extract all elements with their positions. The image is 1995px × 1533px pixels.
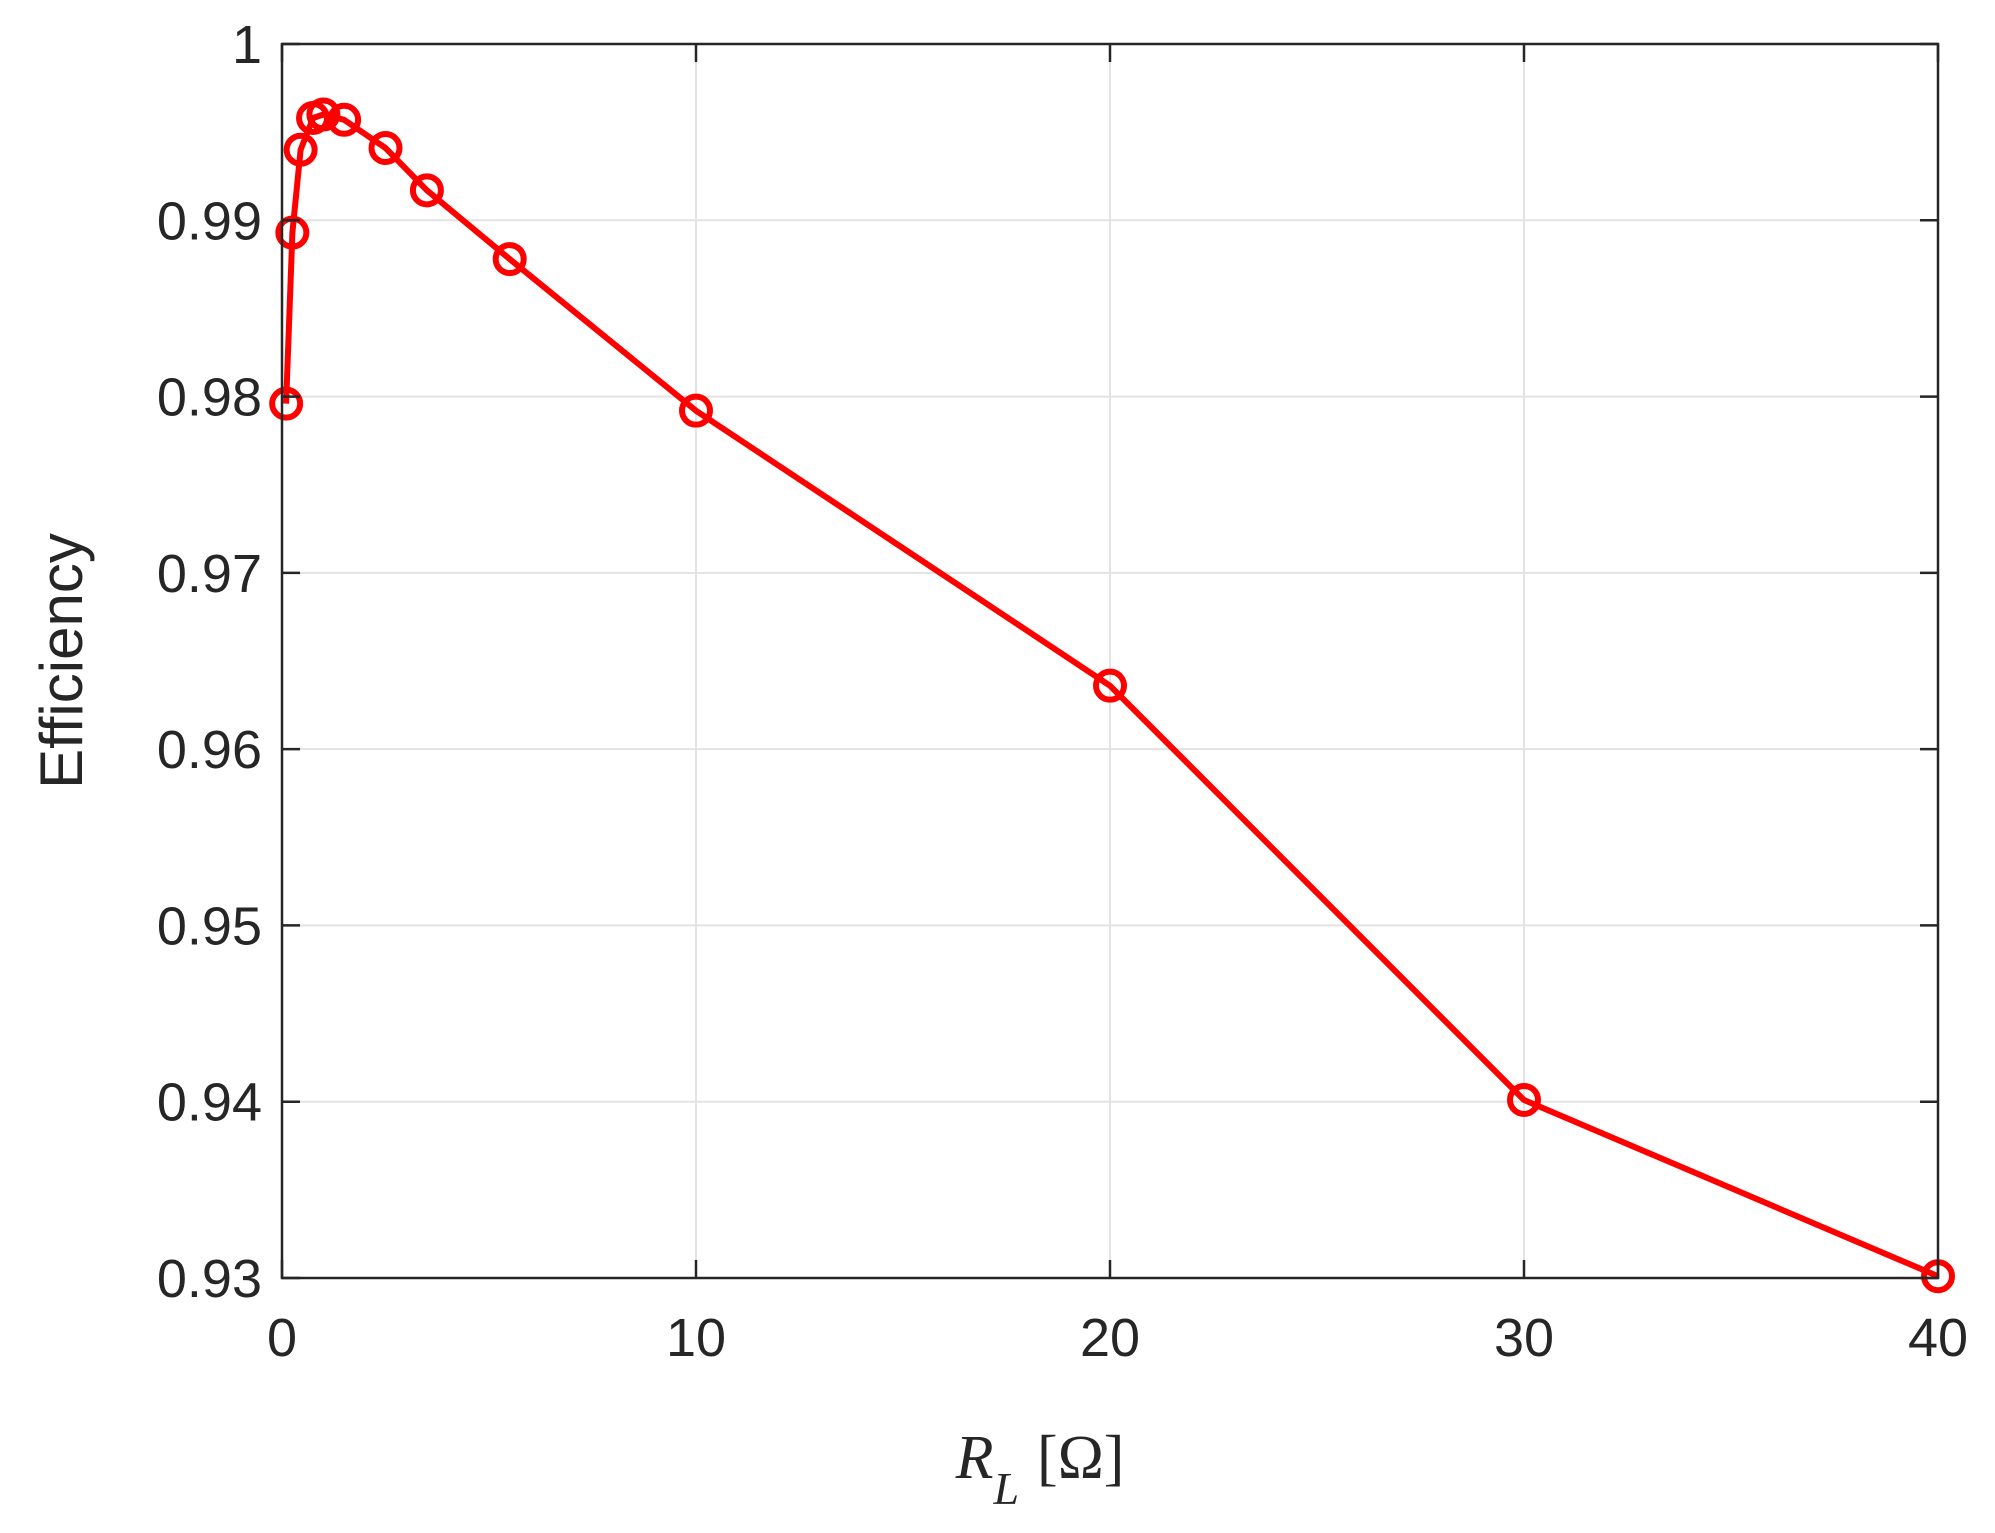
y-axis-label: Efficiency <box>28 533 95 789</box>
y-tick-label: 0.95 <box>157 896 262 956</box>
x-tick-label: 40 <box>1908 1308 1968 1368</box>
x-tick-label: 20 <box>1080 1308 1140 1368</box>
data-point <box>327 102 362 137</box>
y-tick-label: 0.99 <box>157 191 262 251</box>
x-axis-label-subscript: L <box>992 1463 1019 1514</box>
data-point <box>275 215 310 250</box>
y-tick-label: 1 <box>232 15 262 75</box>
data-point <box>679 393 713 428</box>
y-tick-label: 0.93 <box>157 1249 262 1309</box>
data-point <box>1093 668 1127 703</box>
y-tick-label: 0.94 <box>157 1073 262 1133</box>
x-tick-label: 0 <box>267 1308 297 1368</box>
x-tick-labels: 0 10 20 30 40 <box>267 1308 1968 1368</box>
tick-marks <box>280 42 1940 1280</box>
data-point <box>1507 1082 1541 1117</box>
x-axis-label: RL [Ω] <box>955 1424 1125 1514</box>
x-axis-label-symbol: R <box>955 1424 994 1492</box>
x-axis-label-unit: [Ω] <box>1037 1424 1124 1492</box>
x-tick-label: 30 <box>1494 1308 1554 1368</box>
data-point <box>306 97 341 132</box>
data-point <box>409 173 444 208</box>
y-tick-label: 0.97 <box>157 544 262 604</box>
x-tick-label: 10 <box>666 1308 726 1368</box>
series-layer <box>269 97 1955 1294</box>
series-line <box>283 111 1940 1279</box>
y-tick-label: 0.98 <box>157 368 262 428</box>
data-point <box>368 131 403 166</box>
data-point <box>283 132 318 167</box>
grid-lines <box>282 44 1938 1278</box>
y-tick-label: 0.96 <box>157 720 262 780</box>
y-tick-labels: 0.93 0.94 0.95 0.96 0.97 0.98 0.99 1 <box>157 15 262 1309</box>
data-point <box>492 242 527 277</box>
data-point <box>269 386 304 421</box>
